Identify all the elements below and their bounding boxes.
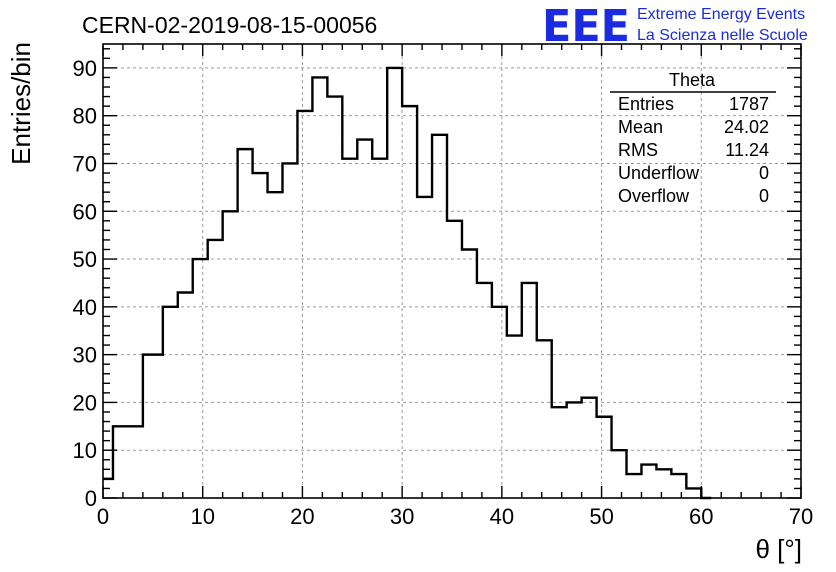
y-tick-label: 20: [73, 390, 97, 415]
stats-box: Theta Entries 1787 Mean 24.02 RMS 11.24 …: [610, 70, 776, 206]
stats-label-mean: Mean: [618, 117, 663, 137]
y-tick-label: 10: [73, 438, 97, 463]
y-tick-label: 90: [73, 56, 97, 81]
stats-label-rms: RMS: [618, 140, 658, 160]
stats-value-underflow: 0: [759, 163, 769, 183]
run-title: CERN-02-2019-08-15-00056: [82, 12, 377, 38]
eee-logo-mark: EEE: [542, 1, 630, 52]
y-tick-label: 70: [73, 151, 97, 176]
x-tick-label: 40: [490, 504, 514, 529]
x-tick-label: 0: [97, 504, 109, 529]
stats-label-underflow: Underflow: [618, 163, 700, 183]
stats-value-overflow: 0: [759, 186, 769, 206]
y-tick-label: 40: [73, 295, 97, 320]
eee-logo-line2: La Scienza nelle Scuole: [637, 27, 808, 44]
plot-frame: [102, 43, 802, 499]
x-tick-label: 20: [290, 504, 314, 529]
eee-logo-line1: Extreme Energy Events: [637, 6, 805, 23]
y-axis-ticks: 0 10 20 30 40 50 60 70 80 90: [73, 48, 801, 511]
stats-value-mean: 24.02: [724, 117, 769, 137]
y-tick-label: 30: [73, 343, 97, 368]
x-tick-label: 30: [390, 504, 414, 529]
stats-title: Theta: [669, 70, 716, 90]
stats-label-overflow: Overflow: [618, 186, 690, 206]
y-tick-label: 80: [73, 104, 97, 129]
stats-label-entries: Entries: [618, 94, 674, 114]
x-axis-ticks: 0 10 20 30 40 50 60 70: [97, 44, 813, 529]
y-axis-title: Entries/bin: [6, 42, 36, 165]
x-axis-title: θ [°]: [755, 534, 802, 564]
y-tick-label: 60: [73, 199, 97, 224]
stats-value-entries: 1787: [729, 94, 769, 114]
x-tick-label: 60: [689, 504, 713, 529]
grid-lines: [103, 44, 801, 498]
x-tick-label: 10: [190, 504, 214, 529]
y-tick-label: 50: [73, 247, 97, 272]
stats-value-rms: 11.24: [725, 140, 769, 160]
x-tick-label: 50: [589, 504, 613, 529]
y-tick-label: 0: [85, 486, 97, 511]
eee-logo: EEE Extreme Energy Events La Scienza nel…: [542, 1, 808, 52]
histogram-line: [103, 66, 712, 500]
x-tick-label: 70: [789, 504, 813, 529]
